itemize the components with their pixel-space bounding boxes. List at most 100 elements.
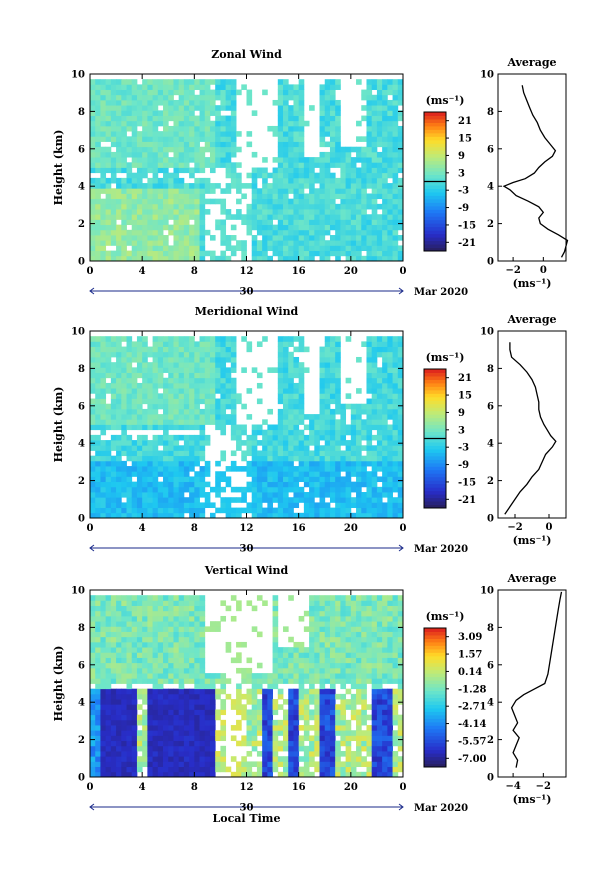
heatmap-cell [397, 497, 404, 503]
heatmap-cell [168, 377, 174, 384]
heatmap-cell [142, 445, 148, 451]
heatmap-cell [324, 84, 331, 90]
heatmap-cell [189, 393, 195, 399]
heatmap-cell [199, 245, 206, 252]
heatmap-cell [204, 89, 211, 96]
heatmap-cell [131, 771, 138, 778]
heatmap-cell [256, 683, 263, 690]
heatmap-cell [142, 141, 148, 148]
heatmap-cell [105, 229, 112, 236]
heatmap-cells [90, 79, 404, 262]
heatmap-cell [194, 756, 200, 762]
heatmap-cell [382, 367, 388, 373]
heatmap-cell [157, 740, 164, 747]
heatmap-cell [90, 641, 96, 648]
heatmap-cell [340, 188, 347, 194]
heatmap-cell [100, 450, 107, 457]
heatmap-cell [204, 393, 211, 399]
heatmap-cell [152, 356, 159, 363]
heatmap-cell [256, 424, 263, 431]
heatmap-cell [126, 730, 133, 736]
heatmap-cell [272, 751, 279, 757]
heatmap-cell [168, 193, 174, 200]
heatmap-cell [126, 657, 133, 664]
heatmap-cell [173, 362, 180, 368]
heatmap-cell [397, 367, 404, 373]
heatmap-cell [105, 492, 112, 498]
heatmap-cell [230, 756, 237, 762]
colorbar-step [424, 494, 446, 499]
heatmap-cell [387, 362, 393, 368]
heatmap-cell [209, 699, 216, 705]
heatmap-cell [157, 662, 164, 669]
heatmap-cell [204, 377, 211, 384]
heatmap-cell [329, 476, 336, 483]
heatmap-cell [230, 657, 237, 664]
heatmap-cell [204, 730, 211, 736]
heatmap-cell [293, 240, 300, 246]
heatmap-cell [100, 756, 107, 762]
heatmap-cell [272, 188, 279, 194]
heatmap-cell [303, 771, 310, 778]
heatmap-cell [371, 382, 378, 389]
heatmap-cell [335, 79, 341, 85]
heatmap-cell [121, 621, 127, 627]
heatmap-cell [230, 115, 237, 122]
heatmap-cell [199, 455, 206, 462]
heatmap-cell [163, 455, 169, 462]
heatmap-cell [209, 372, 216, 379]
heatmap-cell [309, 636, 315, 643]
heatmap-cell [335, 362, 341, 368]
heatmap-cell [189, 481, 195, 488]
heatmap-cell [105, 84, 112, 90]
heatmap-cell [345, 502, 352, 509]
heatmap-cell [157, 673, 164, 679]
heatmap-cell [215, 136, 221, 142]
heatmap-cell [95, 408, 101, 415]
heatmap-cell [256, 595, 263, 601]
heatmap-cell [272, 605, 279, 612]
heatmap-cell [309, 492, 315, 498]
heatmap-cell [251, 440, 258, 446]
heatmap-cell [309, 497, 315, 503]
heatmap-cell [157, 79, 164, 85]
heatmap-cell [168, 600, 174, 606]
heatmap-cell [309, 725, 315, 731]
heatmap-cell [340, 198, 347, 205]
heatmap-cell [126, 615, 133, 622]
heatmap-cell [126, 177, 133, 184]
heatmap-cell [256, 193, 263, 200]
heatmap-cell [157, 502, 164, 509]
heatmap-cell [183, 79, 190, 85]
heatmap-cell [131, 414, 138, 420]
heatmap-cell [319, 362, 326, 368]
heatmap-cell [361, 219, 367, 226]
heatmap-cell [178, 761, 185, 768]
heatmap-cell [163, 771, 169, 778]
heatmap-cell [309, 429, 315, 436]
heatmap-cell [262, 434, 268, 441]
heatmap-cell [319, 141, 326, 148]
heatmap-cell [246, 673, 253, 679]
heatmap-cell [100, 751, 107, 757]
heatmap-cell [371, 393, 378, 399]
heatmap-cell [314, 414, 320, 420]
heatmap-cell [329, 224, 336, 231]
heatmap-cell [314, 605, 320, 612]
heatmap-cell [283, 219, 289, 226]
heatmap-cell [90, 704, 96, 710]
heatmap-cell [173, 481, 180, 488]
heatmap-cell [183, 356, 190, 363]
heatmap-cell [95, 346, 101, 353]
heatmap-cell [382, 455, 388, 462]
heatmap-cell [121, 219, 127, 226]
heatmap-cell [314, 229, 320, 236]
heatmap-cell [298, 471, 305, 477]
heatmap-cell [110, 434, 117, 441]
heatmap-cell [157, 341, 164, 347]
heatmap-cell [178, 766, 185, 773]
heatmap-cell [204, 157, 211, 163]
heatmap-cell [204, 162, 211, 168]
heatmap-cell [131, 419, 138, 425]
heatmap-cell [110, 678, 117, 684]
